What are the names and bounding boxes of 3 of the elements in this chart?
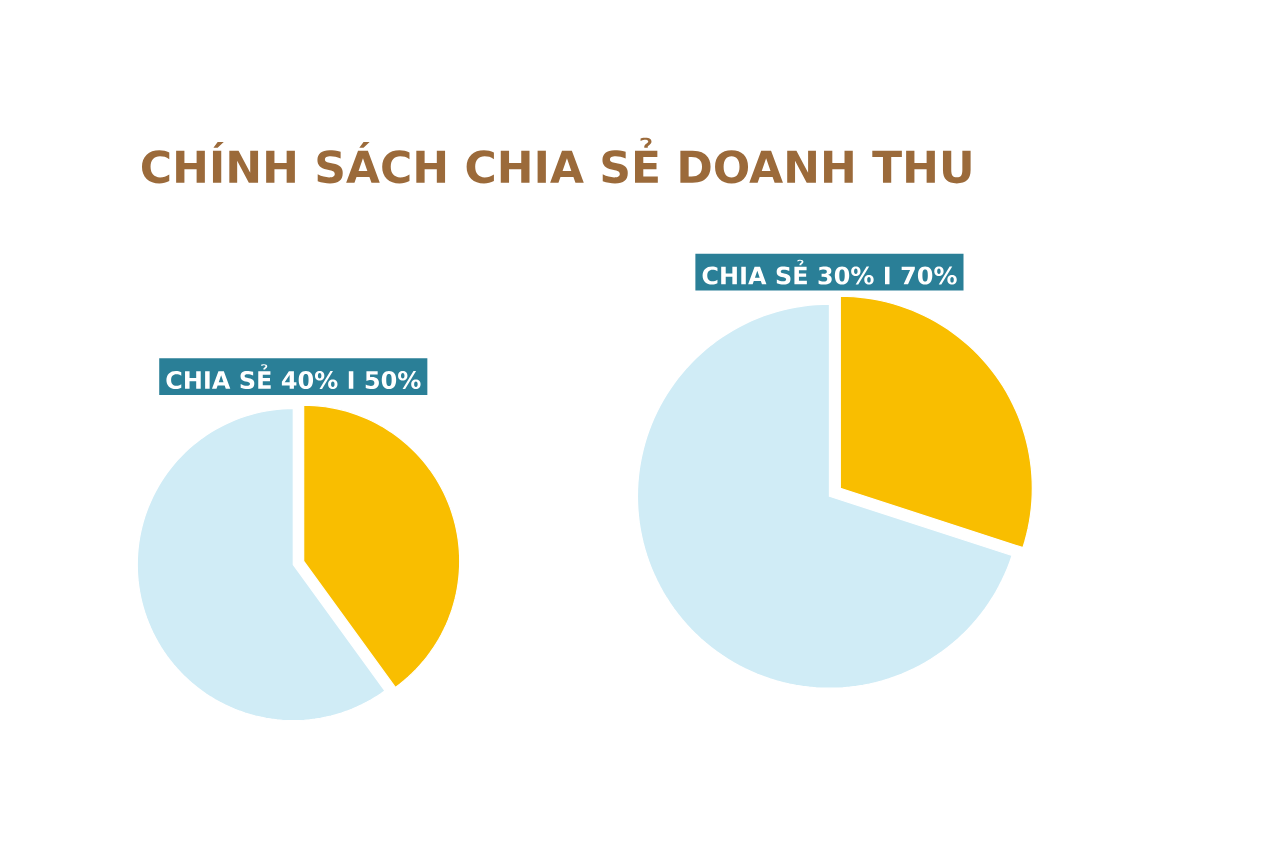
chart-subtitle: CHIA SẺ 30% I 70% <box>702 259 957 285</box>
chart-subtitle: CHIA SẺ 40% I 50% <box>166 364 421 390</box>
text: CHÍNH SÁCH CHIA SẺ DOANH THU <box>141 137 971 184</box>
